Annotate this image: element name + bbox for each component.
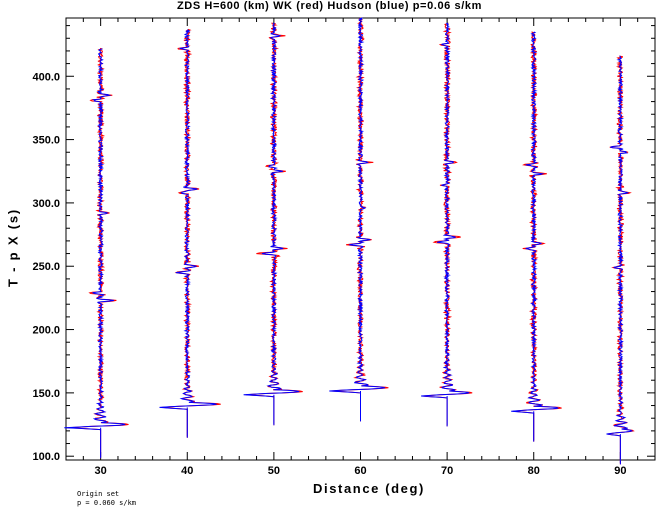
trace-hudson-40 — [159, 29, 217, 438]
trace-40deg — [159, 28, 221, 438]
trace-hudson-90 — [606, 55, 634, 465]
trace-hudson-30 — [64, 48, 126, 459]
y-axis: 100.0 150.0 200.0 250.0 300.0 350.0 400.0 — [32, 25, 655, 463]
x-tick-label-30: 30 — [95, 465, 107, 477]
y-tick-label-250.0: 250.0 — [32, 261, 60, 273]
footer-origin-note: Origin set — [77, 490, 120, 498]
footer-ray-parameter: p = 0.060 s/km — [77, 499, 137, 507]
x-axis-label: Distance (deg) — [313, 481, 425, 496]
y-tick-label-100.0: 100.0 — [32, 451, 60, 463]
trace-hudson-70 — [421, 22, 470, 427]
trace-50deg — [243, 22, 303, 426]
trace-hudson-60 — [329, 17, 386, 422]
y-tick-label-300.0: 300.0 — [32, 198, 60, 210]
y-axis-label: T - p X (s) — [5, 207, 21, 288]
y-tick-label-150.0: 150.0 — [32, 388, 60, 400]
y-tick-label-400.0: 400.0 — [32, 71, 60, 83]
trace-90deg — [606, 55, 635, 465]
trace-wk-30 — [67, 47, 129, 459]
chart-title: ZDS H=600 (km) WK (red) Hudson (blue) p=… — [176, 0, 483, 12]
x-tick-label-50: 50 — [268, 465, 280, 477]
trace-wk-80 — [512, 31, 562, 442]
x-axis: 30 40 50 60 70 80 90 — [82, 18, 639, 477]
y-tick-label-350.0: 350.0 — [32, 135, 60, 147]
trace-hudson-50 — [243, 22, 300, 426]
trace-60deg — [329, 17, 389, 422]
trace-wk-40 — [161, 28, 221, 438]
x-tick-label-80: 80 — [528, 465, 540, 477]
x-tick-label-90: 90 — [614, 465, 626, 477]
trace-hudson-80 — [511, 31, 559, 442]
trace-group — [64, 17, 635, 465]
y-tick-label-200.0: 200.0 — [32, 325, 60, 337]
x-tick-label-60: 60 — [354, 465, 366, 477]
trace-30deg — [64, 47, 129, 459]
trace-80deg — [511, 31, 562, 442]
x-tick-label-70: 70 — [441, 465, 453, 477]
x-tick-label-40: 40 — [181, 465, 193, 477]
trace-70deg — [421, 22, 473, 427]
